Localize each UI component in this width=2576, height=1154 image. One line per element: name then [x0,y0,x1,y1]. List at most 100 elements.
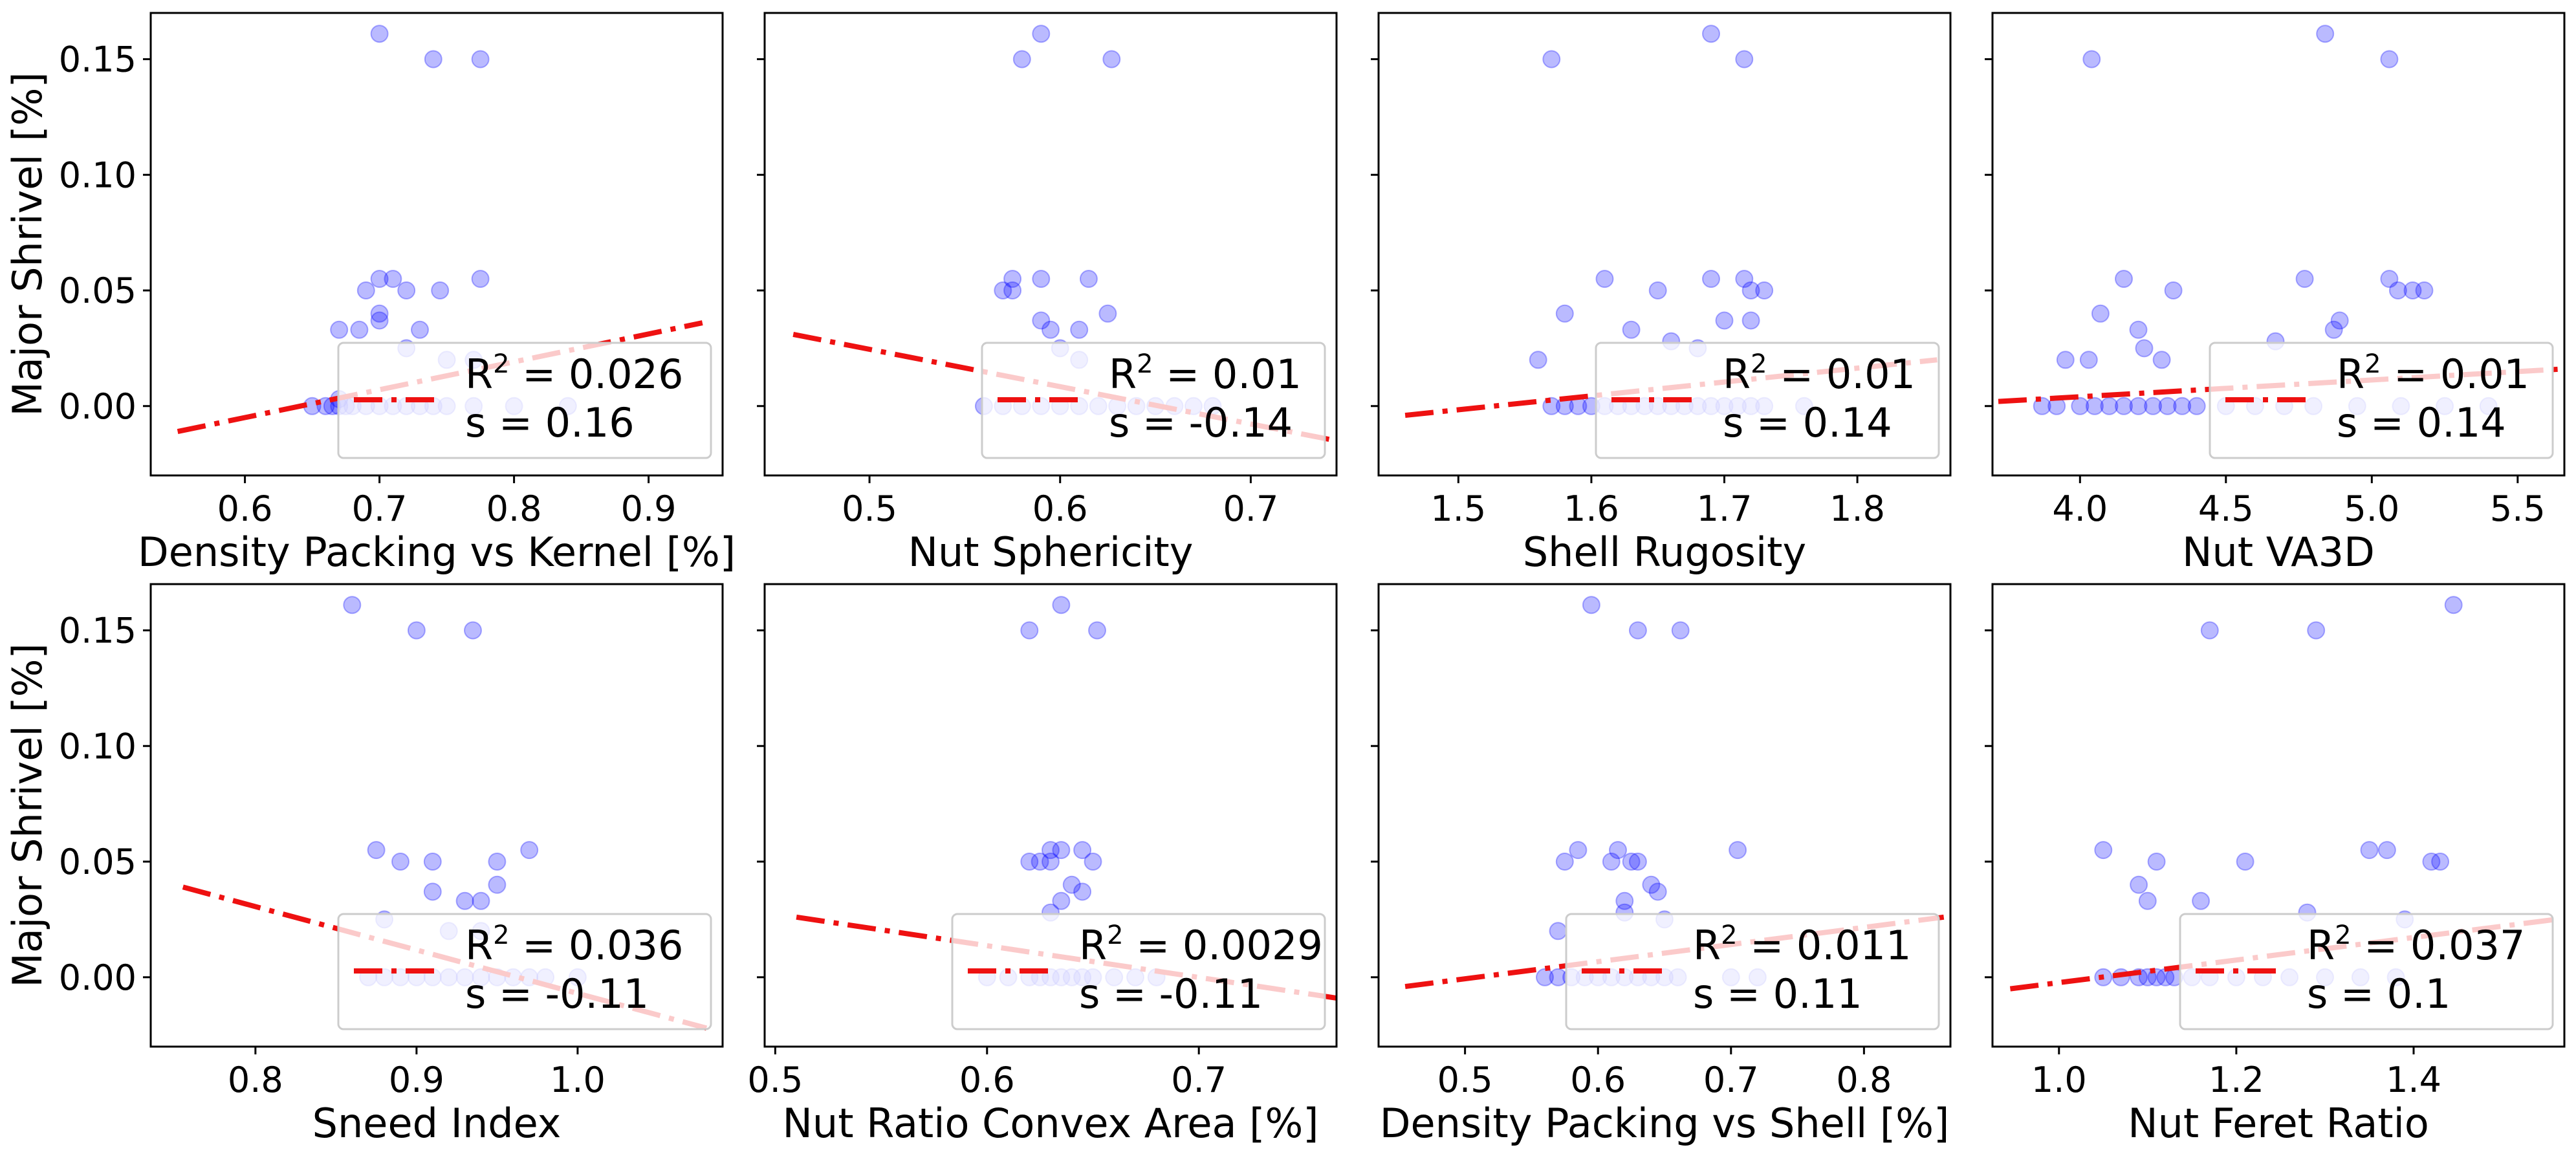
data-point [1628,853,1647,871]
x-tick-label: 1.5 [1430,488,1486,529]
data-point [1582,596,1600,615]
x-tick-label: 1.7 [1697,488,1752,529]
x-tick-label: 1.0 [2031,1060,2087,1100]
data-point [464,621,482,640]
data-point [2091,304,2110,323]
data-point [2079,351,2098,369]
data-point [1555,304,1574,323]
legend-r2-text: R2 = 0.026 [465,349,683,398]
data-point [2129,397,2148,415]
data-point [1042,841,1060,860]
y-tick-label: 0.00 [59,957,136,998]
data-point [1671,621,1690,640]
data-point [1642,875,1661,894]
data-point [2071,397,2090,415]
data-point [2380,270,2399,288]
data-point [2135,339,2154,358]
data-point [2187,397,2206,415]
x-tick-label: 0.7 [1703,1060,1759,1100]
x-axis-label: Nut Feret Ratio [2128,1100,2429,1147]
data-point [1648,281,1667,299]
data-point [1073,882,1092,901]
data-point [2173,397,2192,415]
legend-r2-text: R2 = 0.0029 [1079,920,1323,969]
subplot-2: R2 = 0.01s = -0.14 0.5 0.6 0.7 Nut Sphericit… [757,12,1338,576]
x-axis-label: Density Packing vs Shell [%] [1380,1100,1950,1147]
data-point [1052,891,1071,910]
data-point [1741,281,1760,299]
axes-frame [763,583,1338,1048]
data-point [1062,875,1081,894]
x-tick-label: 0.6 [217,488,273,529]
x-tick-label: 0.7 [352,488,408,529]
legend-box [337,913,712,1030]
data-point [397,281,416,299]
x-tick-label: 0.5 [842,488,897,529]
data-point [2330,311,2349,330]
x-axis-label: Nut VA3D [2182,528,2375,576]
data-point [1031,853,1049,871]
data-point [2129,320,2148,339]
data-point [1052,596,1071,615]
data-point [2295,270,2314,288]
data-point [2147,853,2166,871]
legend-r2-text: R2 = 0.01 [2337,349,2529,398]
data-point [2444,596,2463,615]
data-point [2324,320,2343,339]
x-axis-label: Shell Rugosity [1523,528,1806,576]
data-point [2316,25,2335,43]
data-point [370,25,389,43]
data-point [384,270,402,288]
axes-frame [149,12,724,477]
data-point [423,882,442,901]
data-point [2094,841,2113,860]
data-point [1529,351,1547,369]
data-point [2307,621,2326,640]
data-point [2200,621,2219,640]
data-point [1569,841,1588,860]
data-point [2100,397,2119,415]
x-tick-label: 0.8 [228,1060,283,1100]
x-tick-label: 0.9 [389,1060,444,1100]
data-point [2377,841,2396,860]
x-axis-label: Nut Sphericity [908,528,1194,576]
x-tick-label: 1.2 [2209,1060,2264,1100]
data-point [1702,270,1720,288]
subplot-4: R2 = 0.01s = 0.14 4.0 4.5 5.0 5.5 Nut VA3D [1985,12,2566,576]
data-point [471,270,490,288]
data-point [1003,281,1022,299]
x-tick-label: 4.5 [2198,488,2254,529]
legend-r2-text: R2 = 0.01 [1723,349,1916,398]
legend-box [337,342,712,459]
legend-r2-text: R2 = 0.01 [1109,349,1302,398]
data-point [431,281,450,299]
x-tick-label: 1.6 [1564,488,1619,529]
data-point [1032,25,1051,43]
data-point [2422,853,2441,871]
data-point [1648,882,1667,901]
legend-r2-text: R2 = 0.037 [2307,920,2525,969]
data-point [1020,853,1039,871]
data-point [370,311,389,330]
x-tick-label: 0.6 [1032,488,1088,529]
legend-s-text: s = 0.1 [2307,970,2450,1018]
x-tick-label: 0.5 [747,1060,803,1100]
y-axis-label: Major Shrivel [%] [4,643,51,987]
data-point [2431,853,2450,871]
x-axis-label: Nut Ratio Convex Area [%] [783,1100,1319,1147]
data-point [1555,853,1574,871]
data-point [1088,621,1106,640]
legend-r2-text: R2 = 0.011 [1693,920,1911,969]
x-tick-label: 0.7 [1223,488,1278,529]
data-point [472,891,490,910]
y-tick-label: 0.10 [59,155,136,195]
x-tick-label: 0.9 [621,488,677,529]
x-tick-label: 1.4 [2386,1060,2441,1100]
x-tick-label: 5.0 [2344,488,2399,529]
x-tick-label: 0.6 [1570,1060,1626,1100]
legend-s-text: s = 0.16 [465,399,635,446]
legend-box [1565,913,1940,1030]
data-point [407,621,426,640]
y-tick-label: 0.05 [59,842,136,882]
